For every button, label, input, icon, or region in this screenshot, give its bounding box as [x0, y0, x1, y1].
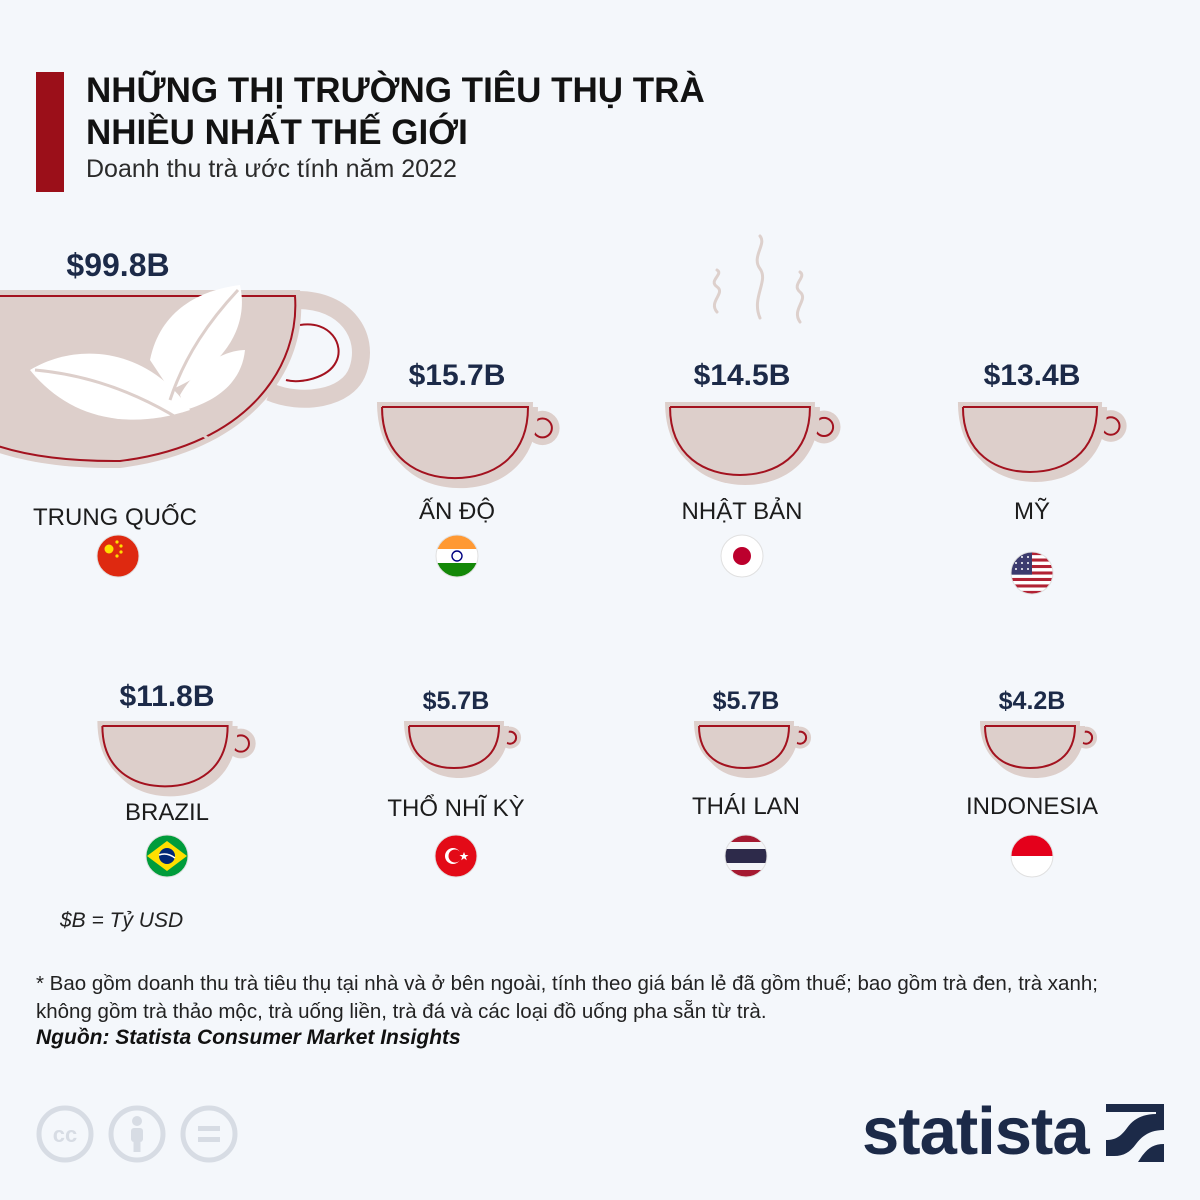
statista-logo-mark-icon [1106, 1104, 1164, 1162]
country-item: $13.4B MỸ [957, 359, 1127, 595]
cup-body [404, 721, 504, 773]
usa-flag-icon [1010, 551, 1054, 595]
japan-flag-shape [721, 535, 763, 577]
country-item: $14.5B NHẬT BẢN [665, 359, 841, 578]
no-derivatives-icon[interactable] [180, 1105, 238, 1163]
usa-flag-shape [1011, 552, 1053, 594]
thailand-flag-shape [725, 835, 767, 877]
value-label: $5.7B [713, 687, 780, 715]
chart-subtitle: Doanh thu trà ước tính năm 2022 [86, 155, 457, 183]
cup-body [377, 402, 533, 484]
cup-body [97, 721, 233, 792]
leaf [180, 350, 245, 410]
country-label: THỔ NHĨ KỲ [387, 794, 524, 822]
cup-body [665, 402, 815, 480]
leaf-vein [34, 368, 211, 442]
cup-body [980, 721, 1080, 773]
indonesia-flag-icon [1010, 834, 1054, 878]
leaf-vein [168, 288, 240, 401]
turkey-flag-shape [435, 835, 477, 877]
country-label: NHẬT BẢN [682, 496, 803, 525]
india-flag-shape [436, 535, 478, 577]
turkey-flag-icon [434, 834, 478, 878]
steam-line [712, 268, 722, 314]
country-label: BRAZIL [125, 799, 209, 826]
country-label: INDONESIA [966, 793, 1098, 820]
cup-body [957, 402, 1103, 477]
source-note: Nguồn: Statista Consumer Market Insights [36, 1026, 461, 1049]
country-label: ẤN ĐỘ [419, 497, 495, 525]
country-item: $5.7B THỔ NHĨ KỲ [387, 687, 525, 878]
cup-outline [698, 725, 791, 770]
cup-outline [984, 725, 1077, 770]
thailand-flag-icon [724, 834, 768, 878]
statista-wordmark: statista [862, 1094, 1090, 1169]
cup-outline [669, 406, 811, 476]
chart-title: NHỮNG THỊ TRƯỜNG TIÊU THỤ TRÀ NHIỀU NHẤT… [86, 70, 705, 154]
cup-outline [0, 295, 297, 463]
chart-title-line-2: NHIỀU NHẤT THẾ GIỚI [86, 113, 468, 152]
value-label: $15.7B [409, 359, 506, 392]
country-item: $11.8B BRAZIL [97, 680, 256, 878]
steam-decoration [712, 234, 805, 324]
footnote: * Bao gồm doanh thu trà tiêu thụ tại nhà… [36, 972, 1098, 1023]
cup-handle-inner [285, 323, 340, 383]
cup-handle [266, 291, 370, 408]
cup-outline [101, 725, 229, 788]
india-flag-icon [435, 534, 479, 578]
steam-line [795, 270, 805, 324]
value-label: $99.8B [66, 247, 169, 283]
unit-note: $B = Tỷ USD [60, 909, 184, 932]
country-item: $15.7B ẤN ĐỘ [377, 359, 560, 578]
country-label: TRUNG QUỐC [33, 503, 197, 531]
country-label: MỸ [1014, 498, 1050, 525]
chart-title-line-1: NHỮNG THỊ TRƯỜNG TIÊU THỤ TRÀ [86, 71, 705, 110]
cup-outline [961, 406, 1099, 473]
value-label: $5.7B [423, 687, 490, 715]
brazil-flag-shape [146, 835, 188, 877]
statista-logo[interactable]: statista [862, 1094, 1167, 1170]
value-label: $4.2B [999, 687, 1066, 715]
cup-body [694, 721, 794, 773]
china-flag-shape [97, 535, 139, 577]
creative-commons-icon[interactable]: cc [36, 1105, 94, 1163]
value-label: $14.5B [694, 359, 791, 392]
svg-text:cc: cc [53, 1122, 77, 1147]
country-item: $99.8B TRUNG QUỐC [0, 247, 370, 578]
country-item: $4.2B INDONESIA [966, 687, 1098, 878]
chart-area: $99.8B TRUNG QUỐC $15.7B ẤN ĐỘ $14.5B NHẬT BẢ… [0, 234, 1127, 878]
value-label: $13.4B [984, 359, 1081, 392]
country-label: THÁI LAN [692, 793, 800, 820]
cup-outline [381, 406, 530, 480]
value-label: $11.8B [119, 680, 214, 713]
steam-line [755, 234, 765, 320]
attribution-icon[interactable] [108, 1105, 166, 1163]
brazil-flag-icon [145, 834, 189, 878]
cup-outline [408, 725, 501, 770]
tea-leaf-icon [30, 285, 245, 442]
china-flag-icon [96, 534, 140, 578]
japan-flag-icon [720, 534, 764, 578]
accent-bar [36, 72, 64, 192]
country-item: $5.7B THÁI LAN [692, 687, 812, 878]
indonesia-flag-shape [1011, 835, 1053, 877]
